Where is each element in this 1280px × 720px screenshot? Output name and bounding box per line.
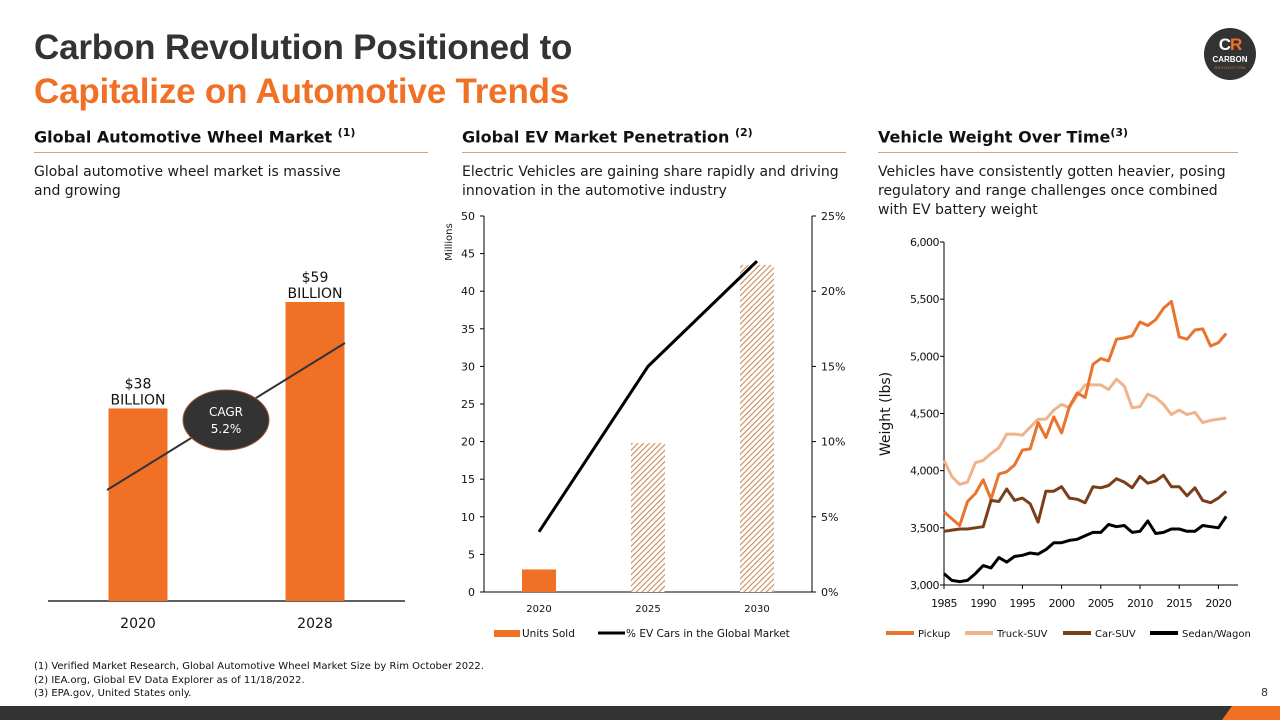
y-tick-label: 45 (461, 248, 475, 261)
footnote-3: (3) EPA.gov, United States only. (34, 688, 192, 699)
y-axis-label: Millions (444, 223, 455, 260)
x-tick-label: 2015 (1166, 597, 1192, 610)
y-tick-label: 20 (461, 436, 475, 449)
section-desc-vehicle-weight: Vehicles have consistently gotten heavie… (878, 164, 1226, 218)
bar-2028 (285, 302, 345, 601)
section-divider (34, 152, 428, 153)
bar-units-2030 (740, 264, 774, 592)
x-tick-label: 1990 (970, 597, 996, 610)
y-tick-label: 3,000 (910, 579, 939, 592)
x-tick-label: 2030 (744, 604, 769, 615)
footnote-ref: (1) (337, 126, 356, 139)
bar-units-2025 (631, 443, 665, 592)
footnotes: (1) Verified Market Research, Global Aut… (34, 660, 484, 701)
cagr-label: CAGR (209, 405, 243, 419)
footnote-2: (2) IEA.org, Global EV Data Explorer as … (34, 674, 305, 686)
legend-label: Car-SUV (1095, 629, 1136, 640)
y2-tick-label: 10% (821, 436, 845, 449)
bar-units-2020 (522, 569, 556, 592)
page-title: Carbon Revolution Positioned to Capitali… (34, 26, 572, 114)
ev-penetration-chart: 051015202530354045500%5%10%15%20%25%Mill… (444, 210, 845, 640)
cagr-badge (182, 389, 270, 451)
data-label-unit: BILLION (111, 392, 166, 408)
legend-label: Sedan/Wagon (1182, 629, 1251, 640)
y-tick-label: 35 (461, 323, 475, 336)
footnote-ref: (2) (734, 126, 753, 139)
y-tick-label: 25 (461, 398, 475, 411)
section-title-wheel-market: Global Automotive Wheel Market (1) (34, 126, 356, 147)
section-divider (878, 152, 1238, 153)
logo-name: CARBON (1212, 55, 1248, 64)
legend-label-units: Units Sold (522, 628, 575, 640)
x-tick-label: 2000 (1049, 597, 1075, 610)
x-tick-label: 2020 (120, 616, 156, 632)
logo-mark-icon: CR (1218, 35, 1243, 54)
vehicle-weight-chart: 3,000 3,500 4,000 4,500 5,000 5,500 6,000 1985 1… (878, 236, 1251, 640)
y-tick-label: 10 (461, 511, 475, 524)
data-label-unit: BILLION (288, 286, 343, 302)
y-tick-label: 5,500 (910, 293, 939, 306)
section-desc-ev-market: Electric Vehicles are gaining share rapi… (462, 164, 839, 199)
legend-label-share: % EV Cars in the Global Market (626, 628, 790, 640)
legend-label: Pickup (918, 629, 950, 640)
data-label-value: $59 (302, 270, 329, 286)
title-line-2: Capitalize on Automotive Trends (34, 72, 570, 111)
footer-accent (1222, 706, 1280, 720)
y-axis-label: Weight (lbs) (878, 372, 894, 456)
line-ev-share (537, 260, 759, 533)
x-tick-label: 2005 (1088, 597, 1114, 610)
y2-tick-label: 0% (821, 586, 838, 599)
y2-tick-label: 5% (821, 511, 838, 524)
section-desc-wheel-market: Global automotive wheel market is massiv… (34, 164, 341, 199)
x-tick-label: 2028 (297, 616, 333, 632)
y2-tick-label: 15% (821, 360, 845, 373)
x-tick-label: 2020 (526, 604, 551, 615)
y-tick-label: 5 (468, 548, 475, 561)
y-tick-label: 30 (461, 360, 475, 373)
y-tick-label: 6,000 (910, 236, 939, 249)
section-title-vehicle-weight: Vehicle Weight Over Time(3) (878, 126, 1129, 147)
y2-tick-label: 20% (821, 285, 845, 298)
x-tick-label: 2020 (1205, 597, 1231, 610)
x-tick-label: 1985 (931, 597, 957, 610)
data-label-value: $38 (125, 376, 152, 392)
x-tick-label: 2025 (635, 604, 660, 615)
cagr-value: 5.2% (211, 422, 242, 436)
title-line-1: Carbon Revolution Positioned to (34, 28, 573, 67)
section-title-ev-market: Global EV Market Penetration (2) (462, 126, 753, 147)
footer-bar (0, 706, 1280, 720)
y-tick-label: 4,500 (910, 408, 939, 421)
page-number: 8 (1261, 686, 1268, 699)
x-tick-label: 2010 (1127, 597, 1153, 610)
line-truck-suv (942, 377, 1227, 486)
section-divider (462, 152, 846, 153)
line-sedan-wagon (943, 515, 1228, 584)
footnote-1: (1) Verified Market Research, Global Aut… (34, 661, 484, 672)
bar-2020 (108, 408, 168, 601)
y-tick-label: 5,000 (910, 350, 939, 363)
y-tick-label: 0 (468, 586, 475, 599)
logo-sub: REVOLUTION (1214, 65, 1246, 70)
y-tick-label: 50 (461, 210, 475, 223)
legend-label: Truck-SUV (996, 629, 1048, 640)
x-tick-label: 1995 (1009, 597, 1035, 610)
y-tick-label: 3,500 (910, 522, 939, 535)
legend-swatch-units (494, 630, 520, 637)
carbon-revolution-logo: CR CARBON REVOLUTION (1204, 28, 1256, 80)
y2-tick-label: 25% (821, 210, 845, 223)
y-tick-label: 40 (461, 285, 475, 298)
y-tick-label: 4,000 (910, 465, 939, 478)
footnote-ref: (3) (1110, 126, 1129, 139)
y-tick-label: 15 (461, 473, 475, 486)
line-car-suv (943, 473, 1228, 533)
